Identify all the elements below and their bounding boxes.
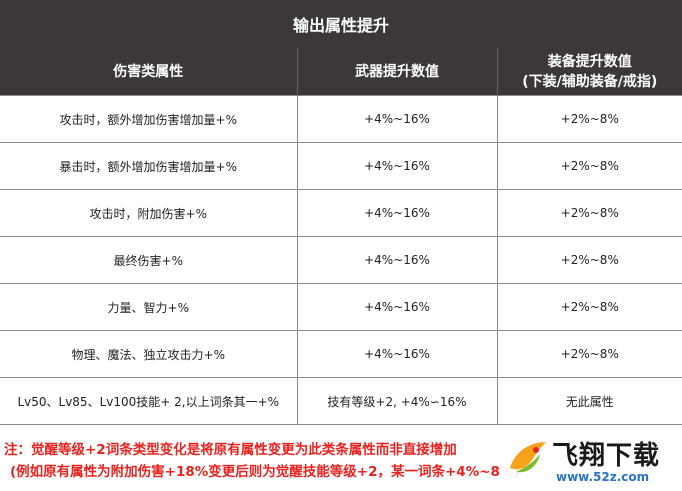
header-equipment: 装备提升数值 (下装/辅助装备/戒指): [496, 48, 682, 96]
footnote-line-2: (例如原有属性为附加伤害+18%变更后则为觉醒技能等级+2，某一词条+4%~8%…: [10, 464, 520, 480]
footnote-line-1: 注：觉醒等级+2词条类型变化是将原有属性变更为此类条属性而非直接增加: [4, 442, 457, 458]
page-title: 输出属性提升: [0, 0, 682, 48]
row-equipment-value: +2%~8%: [496, 283, 682, 331]
row-attribute: 攻击时，附加伤害+%: [0, 189, 298, 237]
footnote: 注：觉醒等级+2词条类型变化是将原有属性变更为此类条属性而非直接增加 (例如原有…: [0, 432, 682, 491]
table-header-row: 伤害类属性 武器提升数值 装备提升数值 (下装/辅助装备/戒指): [0, 48, 682, 96]
row-weapon-value: +4%~16%: [296, 189, 498, 237]
attribute-table: 伤害类属性 武器提升数值 装备提升数值 (下装/辅助装备/戒指) 攻击时，额外增…: [0, 48, 682, 425]
table-row: 力量、智力+% +4%~16% +2%~8%: [0, 283, 682, 331]
watermark-name: 飞翔下载: [552, 441, 661, 471]
table-row: 暴击时，额外增加伤害增加量+% +4%~16% +2%~8%: [0, 142, 682, 190]
row-attribute: 攻击时，额外增加伤害增加量+%: [0, 95, 298, 143]
row-weapon-value: 技有等级+2, +4%∽16%: [296, 377, 498, 425]
watermark: 飞翔下载 www.52z.com: [500, 432, 682, 491]
header-equipment-subtitle: (下装/辅助装备/戒指): [522, 73, 658, 90]
row-equipment-value: +2%~8%: [496, 236, 682, 284]
row-equipment-value: +2%~8%: [496, 189, 682, 237]
row-weapon-value: +4%~16%: [296, 330, 498, 378]
header-equipment-title: 装备提升数值: [547, 53, 632, 70]
table-row: 最终伤害+% +4%~16% +2%~8%: [0, 236, 682, 284]
row-equipment-value: 无此属性: [496, 377, 682, 425]
row-attribute: 最终伤害+%: [0, 236, 298, 284]
row-attribute: Lv50、Lv85、Lv100技能+ 2,以上词条其一+%: [0, 377, 298, 425]
watermark-url: www.52z.com: [556, 470, 650, 484]
row-attribute: 物理、魔法、独立攻击力+%: [0, 330, 298, 378]
row-equipment-value: +2%~8%: [496, 142, 682, 190]
row-attribute: 暴击时，额外增加伤害增加量+%: [0, 142, 298, 190]
table-row: 攻击时，附加伤害+% +4%~16% +2%~8%: [0, 189, 682, 237]
row-weapon-value: +4%~16%: [296, 236, 498, 284]
row-weapon-value: +4%~16%: [296, 95, 498, 143]
header-attribute: 伤害类属性: [0, 48, 297, 96]
feixiang-logo-icon: [510, 442, 546, 473]
table-row: Lv50、Lv85、Lv100技能+ 2,以上词条其一+% 技有等级+2, +4…: [0, 377, 682, 425]
row-weapon-value: +4%~16%: [296, 142, 498, 190]
table-row: 攻击时，额外增加伤害增加量+% +4%~16% +2%~8%: [0, 95, 682, 143]
row-weapon-value: +4%~16%: [296, 283, 498, 331]
row-attribute: 力量、智力+%: [0, 283, 298, 331]
table-row: 物理、魔法、独立攻击力+% +4%~16% +2%~8%: [0, 330, 682, 378]
row-equipment-value: +2%~8%: [496, 330, 682, 378]
header-weapon: 武器提升数值: [296, 48, 497, 96]
row-equipment-value: +2%~8%: [496, 95, 682, 143]
